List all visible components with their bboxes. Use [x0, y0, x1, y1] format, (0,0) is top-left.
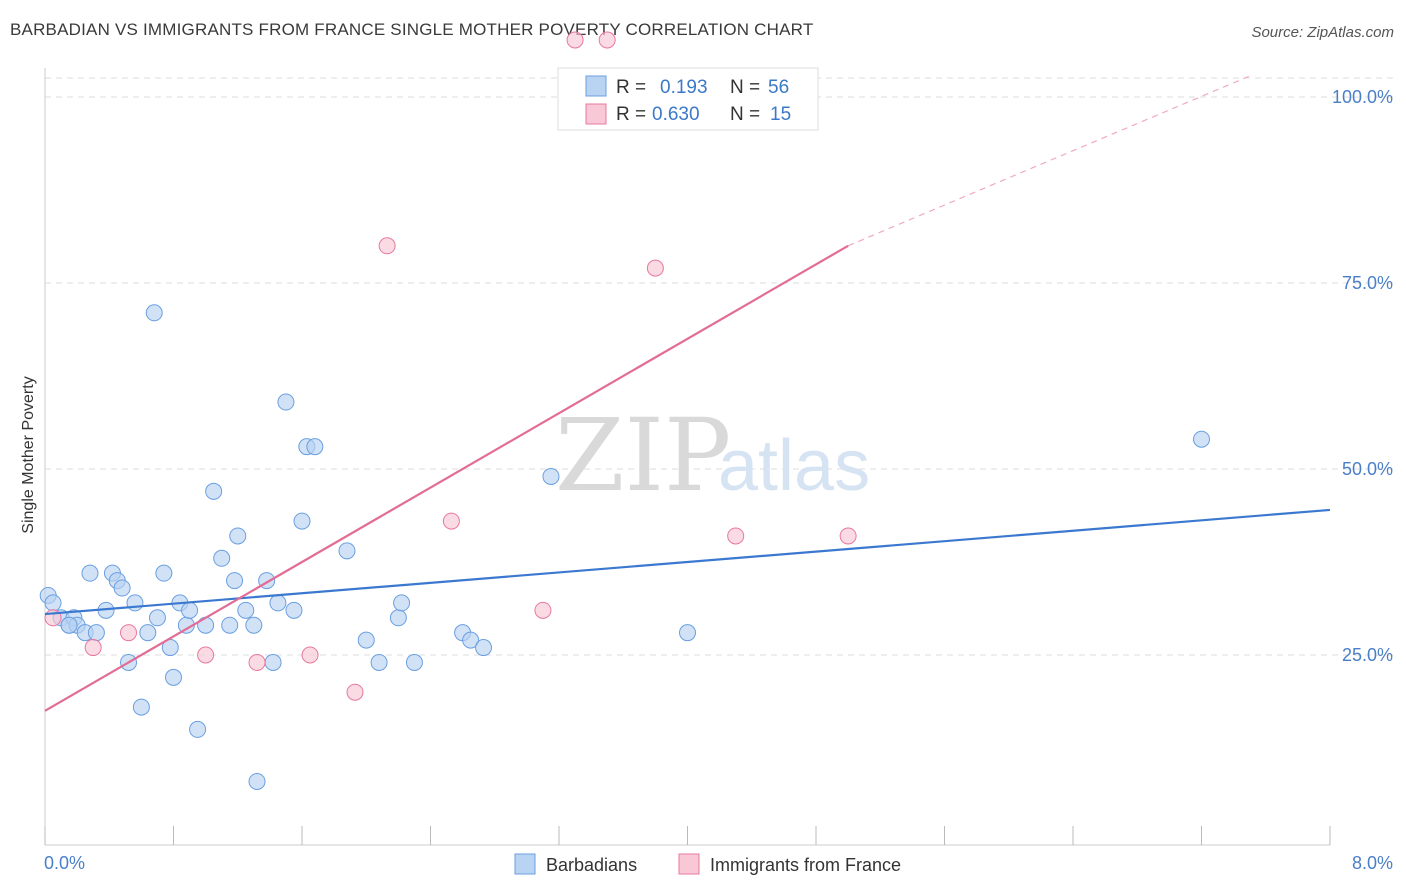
data-point-barbadians — [226, 572, 244, 590]
data-point-barbadians — [277, 393, 295, 411]
y-tick-label: 25.0% — [1342, 645, 1393, 665]
top-legend: R = 0.193 N = 56 R = 0.630 N = 15 — [557, 67, 819, 131]
legend-r-value-barbadians: 0.193 — [660, 77, 708, 98]
trend-line-barbadians — [44, 508, 1331, 616]
data-point-france — [442, 512, 460, 530]
watermark-atlas: atlas — [718, 426, 870, 506]
axes — [44, 68, 1331, 846]
data-point-barbadians — [338, 542, 356, 560]
x-tick-labels: 0.0% 8.0% — [44, 853, 1393, 873]
bottom-legend: Barbadians Immigrants from France — [514, 853, 901, 875]
data-point-barbadians — [145, 304, 163, 322]
x-tick-label: 0.0% — [44, 853, 85, 873]
legend-r-label: R = — [616, 104, 646, 125]
data-point-barbadians — [221, 616, 239, 634]
data-point-barbadians — [245, 616, 263, 634]
series-france-points — [44, 31, 857, 701]
data-point-barbadians — [189, 720, 207, 738]
data-point-france — [346, 683, 364, 701]
trend-line-france-extension — [847, 75, 1250, 247]
bottom-legend-swatch-france — [678, 853, 700, 875]
data-point-barbadians — [229, 527, 247, 545]
data-point-barbadians — [405, 653, 423, 671]
data-point-barbadians — [161, 639, 179, 657]
data-point-france — [84, 639, 102, 657]
data-point-barbadians — [269, 594, 287, 612]
data-point-barbadians — [60, 616, 78, 634]
y-tick-label: 75.0% — [1342, 273, 1393, 293]
bottom-legend-swatch-barbadians — [514, 853, 536, 875]
data-point-barbadians — [44, 594, 62, 612]
data-point-barbadians — [113, 579, 131, 597]
data-point-france — [566, 31, 584, 49]
data-point-france — [727, 527, 745, 545]
y-axis-label: Single Mother Poverty — [20, 376, 37, 533]
data-point-barbadians — [393, 594, 411, 612]
trend-line-france — [44, 244, 849, 712]
data-point-france — [248, 653, 266, 671]
data-point-barbadians — [181, 601, 199, 619]
data-point-france — [534, 601, 552, 619]
data-point-barbadians — [132, 698, 150, 716]
data-point-barbadians — [679, 624, 696, 642]
data-point-france — [120, 624, 138, 642]
y-tick-label: 50.0% — [1342, 459, 1393, 479]
data-point-barbadians — [155, 564, 173, 582]
y-tick-label: 100.0% — [1332, 87, 1393, 107]
data-point-barbadians — [237, 601, 255, 619]
legend-swatch-france — [585, 103, 607, 125]
data-point-barbadians — [87, 624, 105, 642]
data-point-barbadians — [81, 564, 99, 582]
data-point-france — [378, 237, 396, 255]
legend-n-label: N = — [730, 77, 760, 98]
source-credit: Source: ZipAtlas.com — [1251, 24, 1394, 41]
data-point-barbadians — [542, 467, 560, 485]
data-point-france — [598, 31, 616, 49]
data-point-barbadians — [357, 631, 375, 649]
data-point-barbadians — [285, 601, 303, 619]
data-point-barbadians — [213, 549, 231, 567]
data-point-barbadians — [197, 616, 215, 634]
bottom-legend-label-barbadians: Barbadians — [546, 855, 637, 875]
data-point-barbadians — [139, 624, 157, 642]
data-point-france — [839, 527, 857, 545]
grid-lines — [45, 77, 1395, 656]
data-point-barbadians — [293, 512, 311, 530]
data-point-barbadians — [248, 772, 266, 790]
bottom-legend-label-france: Immigrants from France — [710, 855, 901, 875]
x-tick-label: 8.0% — [1352, 853, 1393, 873]
watermark-zip: ZIP — [555, 397, 731, 514]
legend-r-label: R = — [616, 77, 646, 98]
data-point-barbadians — [370, 653, 388, 671]
data-point-barbadians — [462, 631, 480, 649]
data-point-france — [197, 646, 215, 664]
legend-r-value-france: 0.630 — [652, 104, 700, 125]
legend-n-value-barbadians: 56 — [768, 77, 789, 98]
data-point-barbadians — [475, 639, 493, 657]
data-point-barbadians — [148, 609, 166, 627]
data-point-barbadians — [165, 668, 182, 686]
series-barbadians-points — [39, 304, 1210, 790]
legend-swatch-barbadians — [585, 75, 607, 97]
data-point-barbadians — [389, 609, 407, 627]
data-point-france — [301, 646, 319, 664]
legend-n-label: N = — [730, 104, 760, 125]
data-point-barbadians — [264, 653, 282, 671]
data-point-barbadians — [205, 482, 223, 500]
data-point-barbadians — [306, 438, 324, 456]
data-point-france — [646, 259, 664, 277]
y-tick-labels: 25.0% 50.0% 75.0% 100.0% — [1332, 87, 1393, 665]
data-point-barbadians — [1193, 430, 1210, 448]
trend-lines — [44, 75, 1331, 712]
data-point-barbadians — [126, 594, 144, 612]
watermark: ZIP atlas — [555, 397, 870, 514]
legend-n-value-france: 15 — [770, 104, 791, 125]
